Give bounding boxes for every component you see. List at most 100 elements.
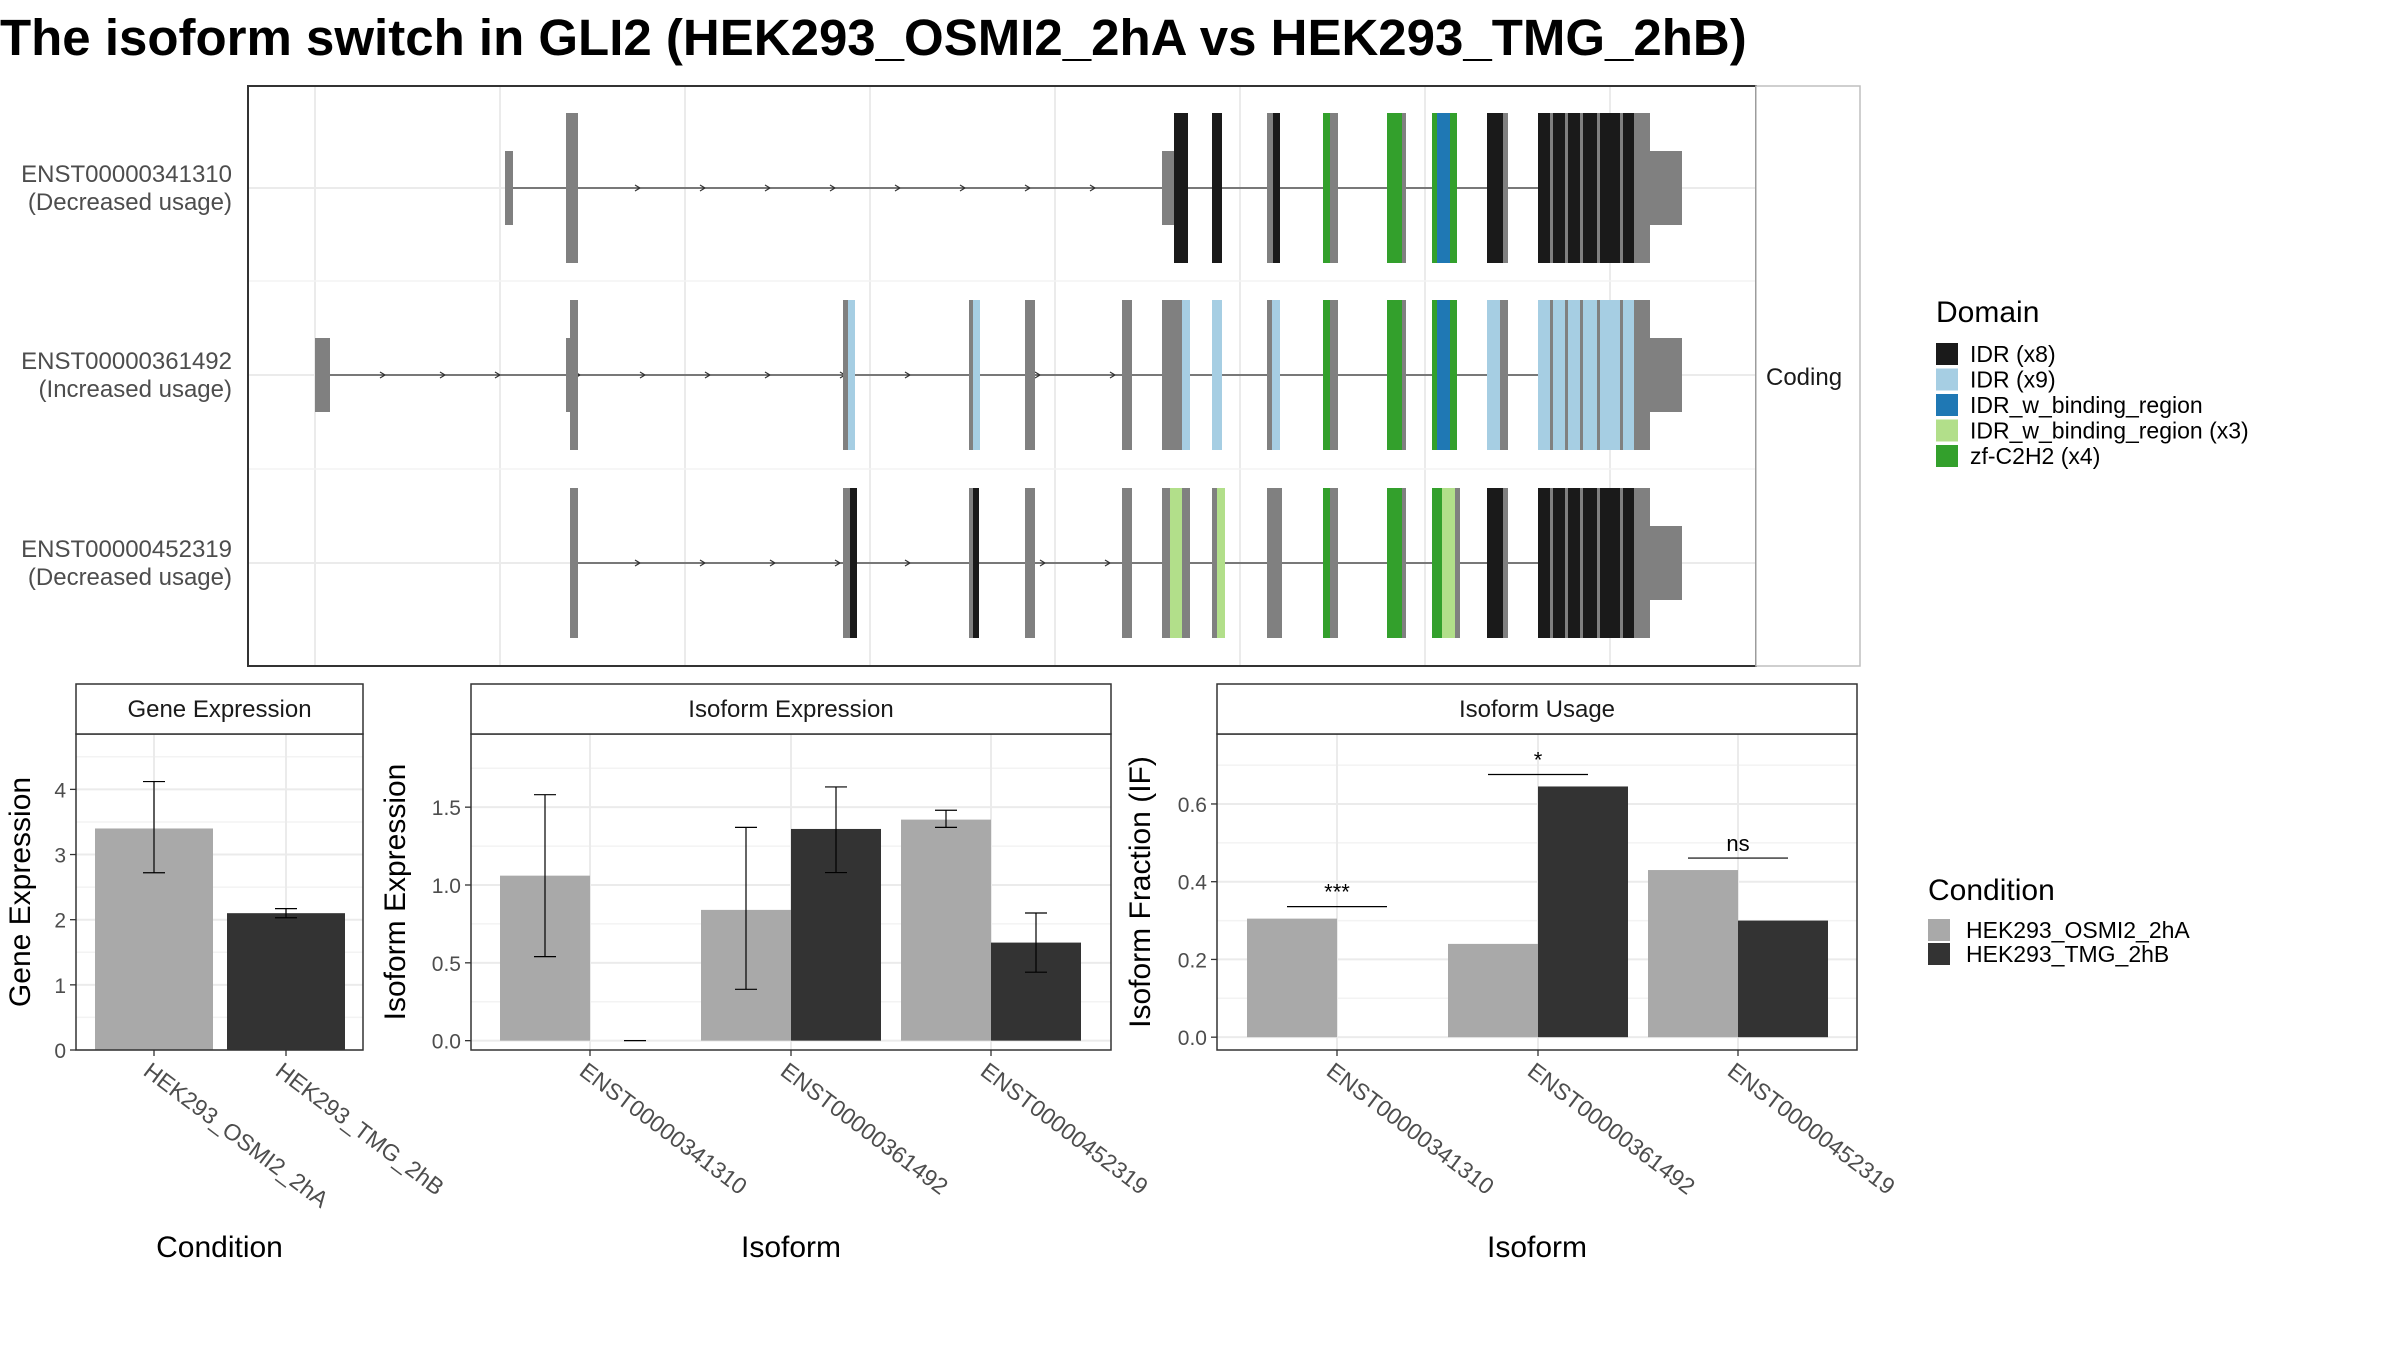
significance-label: ns [1726,831,1749,856]
strand-arrow [904,371,912,379]
exon-block [1580,300,1583,450]
panel-strip [1216,683,1858,735]
significance-label: *** [1324,880,1350,905]
strand-arrow [769,559,777,567]
strand-arrow [1104,559,1112,567]
exon-block [1455,488,1460,638]
exon-block [1330,113,1338,263]
bar [1538,786,1628,1038]
strand-arrow [829,184,837,192]
strand-arrow [1034,371,1042,379]
domain-legend-label: IDR (x8) [1970,341,2056,367]
exon-block [1650,526,1682,600]
exon-block [1634,488,1650,638]
y-tick-label: 2 [54,910,66,933]
strand-arrow [894,184,902,192]
strand-arrow [1024,184,1032,192]
exon-block [1182,488,1190,638]
x-tick-label: ENST00000341310 [1322,1057,1499,1199]
domain-block [1450,113,1457,263]
structure-tracks [315,113,1682,638]
x-tick-label: ENST00000452319 [1723,1057,1900,1199]
exon-block [1565,113,1568,263]
y-tick-label: 0.5 [432,953,461,976]
domain-legend-swatch [1936,419,1958,442]
structure-panel: Coding ENST00000341310(Decreased usage)E… [21,85,1861,667]
exon-block [1634,300,1650,450]
exon-block [1620,300,1623,450]
y-tick-label: 0.0 [432,1031,461,1054]
y-tick-label: 4 [54,779,66,802]
y-axis-title: Isoform Fraction (IF) [1124,756,1157,1028]
y-tick-label: 1.5 [432,797,461,820]
exon-block [1402,113,1406,263]
x-axis-title: Condition [156,1231,283,1264]
x-tick-label: ENST00000341310 [575,1057,752,1199]
domain-block [1323,300,1330,450]
panel-title: Isoform Usage [1459,696,1615,723]
exon-block [1402,488,1406,638]
domain-block [1538,300,1642,450]
bar [1738,920,1828,1038]
y-tick-label: 0.2 [1178,949,1207,972]
exon-block [315,338,330,412]
y-axis-title: Isoform Expression [379,764,412,1021]
exon-block [1267,488,1282,638]
exon-block [1122,488,1132,638]
domain-block [1487,113,1503,263]
domain-block [1323,488,1330,638]
figure-title: The isoform switch in GLI2 (HEK293_OSMI2… [0,9,1747,66]
condition-legend-label: HEK293_OSMI2_2hA [1966,917,2190,943]
bar [1648,870,1738,1038]
condition-legend-swatch [1928,919,1950,941]
domain-block [1538,113,1642,263]
domain-legend-swatch [1936,445,1958,467]
isoform-label-id: ENST00000341310 [21,161,232,188]
x-tick-label: ENST00000361492 [776,1057,953,1199]
exon-block [1122,300,1132,450]
strand-arrow [904,559,912,567]
exon-block [1550,300,1553,450]
isoform-labels: ENST00000341310(Decreased usage)ENST0000… [21,161,232,591]
exon-block [843,300,848,450]
transcript-track-ENST00000341310 [505,113,1682,263]
isoform-label-note: (Decreased usage) [28,564,232,591]
bar [227,913,345,1050]
panel-title: Gene Expression [127,696,311,723]
panel-title: Isoform Expression [688,696,893,723]
strand-arrow [634,184,642,192]
exon-block [566,338,570,412]
strand-arrow [704,371,712,379]
exon-block [1267,113,1273,263]
exon-block [1162,300,1182,450]
strand-arrow [494,371,502,379]
domain-block [1442,488,1455,638]
domain-block [1387,113,1402,263]
domain-block [1272,300,1280,450]
exon-block [1580,488,1583,638]
domain-block [1437,300,1450,450]
panel-strip [470,683,1112,735]
significance-label: * [1534,747,1543,772]
exon-block [1267,300,1272,450]
y-tick-label: 0.4 [1178,872,1208,895]
y-tick-label: 1 [54,975,66,998]
exon-block [1620,113,1623,263]
domain-legend-swatch [1936,343,1958,365]
domain-block [850,488,857,638]
strand-arrow [959,184,967,192]
strand-arrow [639,371,647,379]
domain-legend: Domain IDR (x8)IDR (x9)IDR_w_binding_reg… [1936,296,2249,469]
panel-strip [75,683,364,735]
facet-label-coding: Coding [1766,364,1842,391]
x-tick-label: ENST00000361492 [1523,1057,1700,1199]
strand-arrow [634,559,642,567]
domain-block [1387,488,1402,638]
exon-block [843,488,850,638]
domain-legend-label: IDR_w_binding_region [1970,392,2203,418]
exon-block [1650,338,1682,412]
exon-block [1550,488,1553,638]
strand-arrow [1089,184,1097,192]
